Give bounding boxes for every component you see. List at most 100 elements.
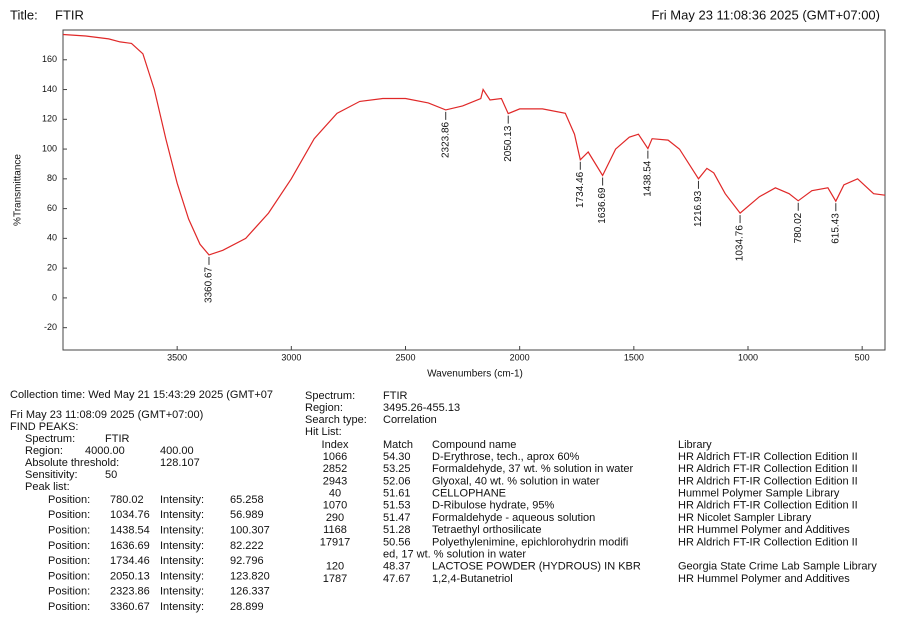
region-label: Region: bbox=[305, 402, 343, 414]
position-label: Position: bbox=[48, 601, 90, 613]
peak-label: 1216.93 bbox=[693, 190, 704, 227]
cell: 780.02 bbox=[110, 494, 144, 506]
cell: 3360.67 bbox=[110, 601, 150, 613]
y-tick-label: 100 bbox=[42, 143, 57, 153]
cell: D-Erythrose, tech., aprox 60% bbox=[432, 451, 580, 463]
peak-label: 1734.46 bbox=[575, 171, 586, 208]
cell: HR Aldrich FT-IR Collection Edition II bbox=[678, 463, 858, 475]
spectrum-label: Spectrum: bbox=[305, 390, 355, 402]
position-label: Position: bbox=[48, 494, 90, 506]
cell: 51.53 bbox=[383, 500, 411, 512]
cell: 51.47 bbox=[383, 512, 411, 524]
hit-list-label: Hit List: bbox=[305, 426, 342, 438]
type: Correlation bbox=[383, 414, 437, 426]
peak-label: 1636.69 bbox=[597, 187, 608, 224]
cell: 65.258 bbox=[230, 494, 264, 506]
title-label: Title: bbox=[10, 7, 38, 22]
cell: 1034.76 bbox=[110, 509, 150, 521]
intensity-label: Intensity: bbox=[160, 586, 204, 598]
cell: 54.30 bbox=[383, 451, 411, 463]
cell: 28.899 bbox=[230, 601, 264, 613]
y-tick-label: 80 bbox=[47, 173, 57, 183]
cell: HR Aldrich FT-IR Collection Edition II bbox=[678, 500, 858, 512]
cell: 40 bbox=[329, 488, 341, 500]
y-tick-label: 0 bbox=[52, 292, 57, 302]
cell: 120 bbox=[326, 561, 344, 573]
cell: 50.56 bbox=[383, 536, 411, 548]
position-label: Position: bbox=[48, 586, 90, 598]
cell: 2323.86 bbox=[110, 586, 150, 598]
intensity-label: Intensity: bbox=[160, 601, 204, 613]
cell: Formaldehyde, 37 wt. % solution in water bbox=[432, 463, 633, 475]
plot-frame bbox=[62, 29, 886, 351]
y-tick-label: 20 bbox=[47, 263, 57, 273]
cell: 17917 bbox=[320, 536, 351, 548]
cell: Formaldehyde - aqueous solution bbox=[432, 512, 595, 524]
position-label: Position: bbox=[48, 555, 90, 567]
y-axis-label: %Transmittance bbox=[13, 154, 24, 226]
cell: Georgia State Crime Lab Sample Library bbox=[678, 561, 877, 573]
cell: 1066 bbox=[323, 451, 347, 463]
cell: 53.25 bbox=[383, 463, 411, 475]
intensity-label: Intensity: bbox=[160, 540, 204, 552]
cell: HR Aldrich FT-IR Collection Edition II bbox=[678, 536, 858, 548]
cell: 47.67 bbox=[383, 573, 411, 585]
cell: Glyoxal, 40 wt. % solution in water bbox=[432, 475, 600, 487]
threshold: 128.107 bbox=[160, 457, 200, 469]
intensity-label: Intensity: bbox=[160, 494, 204, 506]
y-tick-label: 60 bbox=[47, 203, 57, 213]
cell: 1438.54 bbox=[110, 525, 150, 537]
region-from: 4000.00 bbox=[85, 445, 125, 457]
spectrum-line bbox=[62, 33, 886, 256]
cell: D-Ribulose hydrate, 95% bbox=[432, 500, 555, 512]
x-tick-label: 2000 bbox=[510, 352, 530, 362]
cell: 2852 bbox=[323, 463, 347, 475]
cell: Index bbox=[322, 439, 349, 451]
peak-label: 615.43 bbox=[830, 213, 841, 244]
y-tick-label: -20 bbox=[44, 322, 57, 332]
peak-label: 1438.54 bbox=[643, 160, 654, 197]
peak-label: 1034.76 bbox=[735, 225, 746, 262]
cell: CELLOPHANE bbox=[432, 488, 506, 500]
intensity-label: Intensity: bbox=[160, 555, 204, 567]
y-tick-label: 120 bbox=[42, 114, 57, 124]
cell: LACTOSE POWDER (HYDROUS) IN KBR bbox=[432, 561, 641, 573]
cell: Compound name bbox=[432, 439, 516, 451]
cell: 1734.46 bbox=[110, 555, 150, 567]
cell: 51.61 bbox=[383, 488, 411, 500]
peak-label: 2050.13 bbox=[503, 125, 514, 162]
cell: HR Hummel Polymer and Additives bbox=[678, 524, 850, 536]
position-label: Position: bbox=[48, 570, 90, 582]
cell: 2943 bbox=[323, 475, 347, 487]
region: 3495.26-455.13 bbox=[383, 402, 460, 414]
y-tick-label: 40 bbox=[47, 233, 57, 243]
position-label: Position: bbox=[48, 525, 90, 537]
peak-label: 780.02 bbox=[793, 212, 804, 243]
x-tick-label: 3000 bbox=[281, 352, 301, 362]
x-tick-label: 3500 bbox=[167, 352, 187, 362]
type-label: Search type: bbox=[305, 414, 367, 426]
cell: 82.222 bbox=[230, 540, 264, 552]
cell: 56.989 bbox=[230, 509, 264, 521]
cell: HR Aldrich FT-IR Collection Edition II bbox=[678, 451, 858, 463]
cell: Library bbox=[678, 439, 712, 451]
cell: 1168 bbox=[323, 524, 347, 536]
report-date: Fri May 23 11:08:36 2025 (GMT+07:00) bbox=[652, 7, 880, 22]
intensity-label: Intensity: bbox=[160, 525, 204, 537]
cell: 1636.69 bbox=[110, 540, 150, 552]
cell: Polyethylenimine, epichlorohydrin modifi bbox=[432, 536, 628, 548]
threshold-label: Absolute threshold: bbox=[25, 457, 119, 469]
y-tick-label: 140 bbox=[42, 84, 57, 94]
cell: HR Aldrich FT-IR Collection Edition II bbox=[678, 475, 858, 487]
cell: HR Nicolet Sampler Library bbox=[678, 512, 812, 524]
cell: 51.28 bbox=[383, 524, 411, 536]
cell: 1787 bbox=[323, 573, 347, 585]
cell: 126.337 bbox=[230, 586, 270, 598]
cell: 48.37 bbox=[383, 561, 411, 573]
y-tick-label: 160 bbox=[42, 54, 57, 64]
title: FTIR bbox=[55, 7, 84, 22]
x-tick-label: 1000 bbox=[738, 352, 758, 362]
cell: 1,2,4-Butanetriol bbox=[432, 573, 513, 585]
cell: 290 bbox=[326, 512, 344, 524]
